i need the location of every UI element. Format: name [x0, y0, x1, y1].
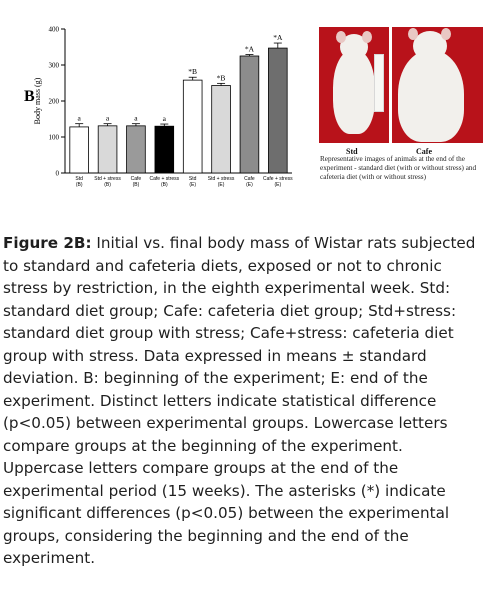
x-tick-label: Cafe + stress — [263, 176, 293, 182]
chart-bars — [69, 42, 288, 174]
std-photo-label: Std — [346, 147, 358, 156]
significance-label: *A — [245, 45, 255, 54]
y-tick-label: 200 — [49, 98, 60, 106]
caption-body: Initial vs. final body mass of Wistar ra… — [3, 234, 476, 567]
x-tick-sublabel: (E) — [189, 182, 196, 188]
cafe-rat-ear-right — [441, 28, 451, 40]
bar — [239, 55, 260, 174]
significance-label: *A — [273, 33, 283, 42]
y-tick-label: 300 — [49, 62, 60, 70]
x-tick-sublabel: (E) — [246, 182, 253, 188]
x-tick-sublabel: (E) — [274, 182, 281, 188]
x-tick-label: Cafe — [131, 176, 142, 182]
y-axis-label: Body mass (g) — [33, 77, 42, 124]
figure-caption: Figure 2B: Initial vs. final body mass o… — [3, 232, 487, 570]
bar — [268, 47, 288, 174]
x-tick-label: Std — [75, 176, 83, 182]
x-tick-sublabel: (B) — [76, 182, 83, 188]
photo-caption: Representative images of animals at the … — [320, 155, 477, 181]
x-tick-label: Std — [189, 176, 197, 182]
x-tick-sublabel: (B) — [133, 182, 140, 188]
cafe-photo-label: Cafe — [416, 147, 432, 156]
cafe-rat-ear-left — [408, 28, 418, 40]
y-tick-label: 0 — [56, 170, 60, 178]
bar — [211, 85, 231, 174]
x-tick-label: Std + stress — [208, 176, 235, 182]
x-tick-sublabel: (E) — [218, 182, 225, 188]
bar — [182, 79, 203, 174]
bar — [97, 125, 118, 174]
y-tick-label: 100 — [49, 134, 60, 142]
bar — [126, 125, 146, 174]
x-tick-label: Std + stress — [94, 176, 121, 182]
x-tick-label: Cafe — [244, 176, 255, 182]
significance-label: a — [106, 114, 110, 123]
significance-label: *B — [188, 67, 197, 76]
bar — [69, 126, 89, 174]
std-rat-ear-left — [336, 31, 346, 43]
scale-ruler — [374, 54, 384, 112]
cafe-rat-body — [398, 50, 464, 142]
significance-label: a — [163, 114, 167, 123]
y-tick-label: 400 — [49, 26, 60, 34]
significance-label: *B — [217, 73, 226, 82]
photo-divider — [389, 27, 392, 143]
significance-label: a — [78, 114, 82, 123]
x-tick-sublabel: (B) — [104, 182, 111, 188]
x-tick-sublabel: (B) — [161, 182, 168, 188]
caption-title: Figure 2B: — [3, 234, 92, 252]
significance-label: a — [134, 114, 138, 123]
bar — [154, 125, 175, 174]
std-rat-ear-right — [362, 31, 372, 43]
std-rat-body — [333, 50, 375, 134]
panel-letter: B — [24, 88, 35, 105]
x-tick-label: Cafe + stress — [150, 176, 180, 182]
